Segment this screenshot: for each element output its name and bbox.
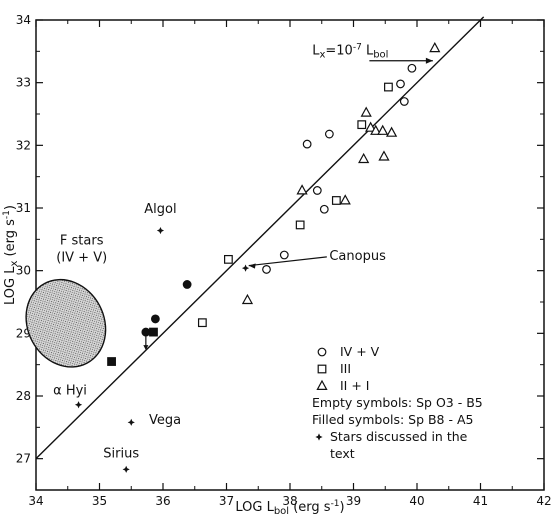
point-iv-v [324, 129, 334, 139]
point-star-hyi [74, 401, 83, 409]
lx-lbol-relation-line [35, 16, 485, 460]
y-tick-label-27: 27 [16, 452, 31, 466]
point-filled-circle [182, 280, 192, 289]
point-iv-v [399, 97, 409, 106]
point-filled-square [149, 327, 158, 337]
relation-label: Lx=10-7 Lbol [312, 42, 388, 60]
y-tick-label-32: 32 [16, 138, 31, 152]
point-iii [224, 254, 233, 264]
point-star-vega [127, 418, 135, 426]
legend-star [315, 433, 323, 441]
legend-triangle [316, 379, 328, 390]
point-ii-i [385, 126, 398, 137]
legend-text-ii-i: II + I [340, 378, 369, 393]
x-tick-label-41: 41 [473, 494, 488, 508]
y-tick-label-34: 34 [16, 13, 31, 27]
x-tick-label-38: 38 [282, 494, 297, 508]
data-points [74, 41, 441, 473]
legend-text-empty-symbols-sp-o3-b5: Empty symbols: Sp O3 - B5 [312, 395, 483, 410]
legend-text-stars-discussed-in-the: Stars discussed in the [330, 429, 468, 444]
y-tick-label-31: 31 [16, 201, 31, 215]
point-ii-i [370, 124, 382, 135]
legend-circle [317, 347, 327, 357]
relation-label-arrowhead [425, 57, 433, 64]
point-iv-v [262, 265, 271, 274]
x-tick-label-40: 40 [409, 494, 424, 508]
legend-square [317, 364, 327, 374]
legend-text-iv-v: IV + V [340, 344, 380, 359]
f-stars-region: F stars (IV + V) [25, 233, 107, 368]
legend: IV + V III II + I Empty symbols: Sp O3 - B5… [312, 344, 483, 461]
point-ii-i [360, 106, 372, 117]
x-tick-label-42: 42 [536, 494, 551, 508]
point-star-algol [156, 226, 165, 235]
point-iii [331, 196, 341, 205]
y-tick-label-33: 33 [16, 76, 31, 90]
point-iv-v [396, 79, 405, 89]
legend-text-text: text [330, 446, 355, 461]
label-vega: Vega [149, 413, 181, 428]
upper-limit-arrowhead [143, 345, 149, 351]
point-filled-circle [150, 314, 160, 324]
label-hyi: α Hyi [53, 384, 87, 399]
point-ii-i [365, 121, 377, 132]
point-iv-v [302, 139, 312, 149]
point-iii [197, 318, 207, 328]
x-tick-label-39: 39 [346, 494, 361, 508]
annotations: Algol Canopus α Hyi Vega Sirius [53, 202, 386, 461]
label-canopus: Canopus [329, 249, 386, 264]
f-stars-ellipse [25, 278, 107, 368]
point-star-sirius [122, 465, 130, 473]
point-iv-v [407, 63, 417, 73]
point-ii-i [378, 150, 390, 161]
canopus-arrowhead [248, 263, 256, 269]
point-ii-i [358, 152, 370, 164]
f-stars-label-2: (IV + V) [56, 250, 107, 265]
point-iv-v [279, 250, 289, 260]
x-axis-label: LOG Lbol (erg s-1) [235, 499, 344, 517]
point-ii-i [241, 293, 254, 305]
f-stars-label: F stars [60, 233, 104, 248]
point-ii-i [296, 184, 308, 195]
legend-text-iii: III [340, 361, 351, 376]
y-axis-label: LOG Lx (erg s-1) [2, 205, 20, 305]
point-iv-v [319, 204, 329, 214]
x-tick-label-37: 37 [219, 494, 234, 508]
y-tick-label-30: 30 [16, 264, 31, 278]
relation-line: Lx=10-7 Lbol [35, 16, 485, 460]
legend-text-filled-symbols-sp-b8-a5: Filled symbols: Sp B8 - A5 [312, 412, 473, 427]
x-tick-label-34: 34 [28, 494, 43, 508]
point-iii [295, 220, 305, 230]
point-filled-square [107, 357, 116, 366]
x-tick-label-35: 35 [92, 494, 107, 508]
y-tick-label-28: 28 [16, 389, 31, 403]
point-ii-i [377, 124, 389, 135]
point-iii [357, 120, 367, 130]
point-iii [384, 82, 393, 92]
canopus-pointer [248, 256, 327, 267]
point-ii-i [429, 41, 441, 53]
x-tick-label-36: 36 [155, 494, 170, 508]
label-algol: Algol [144, 202, 176, 217]
point-ii-i [339, 194, 351, 205]
point-star-canopus [241, 264, 250, 272]
point-iv-v [312, 186, 322, 195]
label-sirius: Sirius [103, 446, 139, 461]
